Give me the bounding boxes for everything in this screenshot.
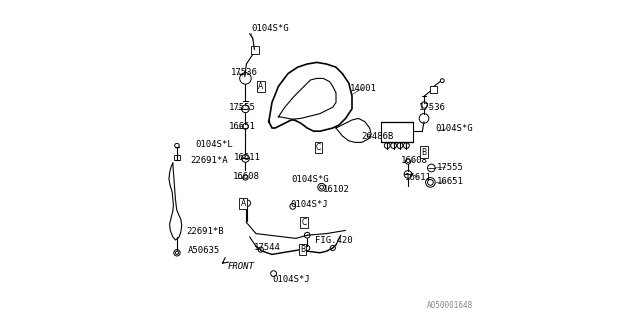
Text: 17536: 17536: [419, 103, 446, 112]
Text: 0104S*G: 0104S*G: [435, 124, 473, 133]
FancyBboxPatch shape: [430, 86, 438, 93]
Text: B: B: [300, 245, 305, 254]
Text: 16102: 16102: [323, 185, 349, 194]
Text: 17536: 17536: [231, 68, 258, 76]
Text: 16651: 16651: [437, 177, 463, 186]
FancyBboxPatch shape: [251, 46, 259, 54]
Text: 26486B: 26486B: [361, 132, 393, 140]
Text: 22691*B: 22691*B: [186, 227, 224, 236]
Text: C: C: [316, 143, 321, 152]
Text: 17544: 17544: [253, 243, 280, 252]
Text: A: A: [241, 199, 246, 208]
Text: 0104S*G: 0104S*G: [292, 175, 330, 184]
Text: FIG.420: FIG.420: [315, 236, 352, 245]
Text: A50635: A50635: [188, 246, 220, 255]
Text: A: A: [258, 82, 264, 91]
Text: 17555: 17555: [229, 103, 255, 112]
Text: 0104S*L: 0104S*L: [196, 140, 234, 149]
Text: 0104S*J: 0104S*J: [291, 200, 328, 209]
Text: 17555: 17555: [437, 163, 463, 172]
FancyBboxPatch shape: [174, 155, 179, 160]
Text: 16651: 16651: [229, 122, 255, 131]
Text: A050001648: A050001648: [428, 301, 474, 310]
Text: 22691*A: 22691*A: [191, 156, 228, 165]
Text: FRONT: FRONT: [228, 262, 255, 271]
Text: C: C: [301, 218, 307, 227]
Text: 0104S*J: 0104S*J: [273, 276, 310, 284]
Text: 16611: 16611: [405, 173, 431, 182]
Text: 16611: 16611: [234, 153, 261, 162]
Text: 14001: 14001: [349, 84, 376, 92]
Text: 16608: 16608: [233, 172, 260, 181]
Text: 16608: 16608: [401, 156, 428, 165]
Text: B: B: [421, 148, 427, 156]
Text: 0104S*G: 0104S*G: [251, 24, 289, 33]
